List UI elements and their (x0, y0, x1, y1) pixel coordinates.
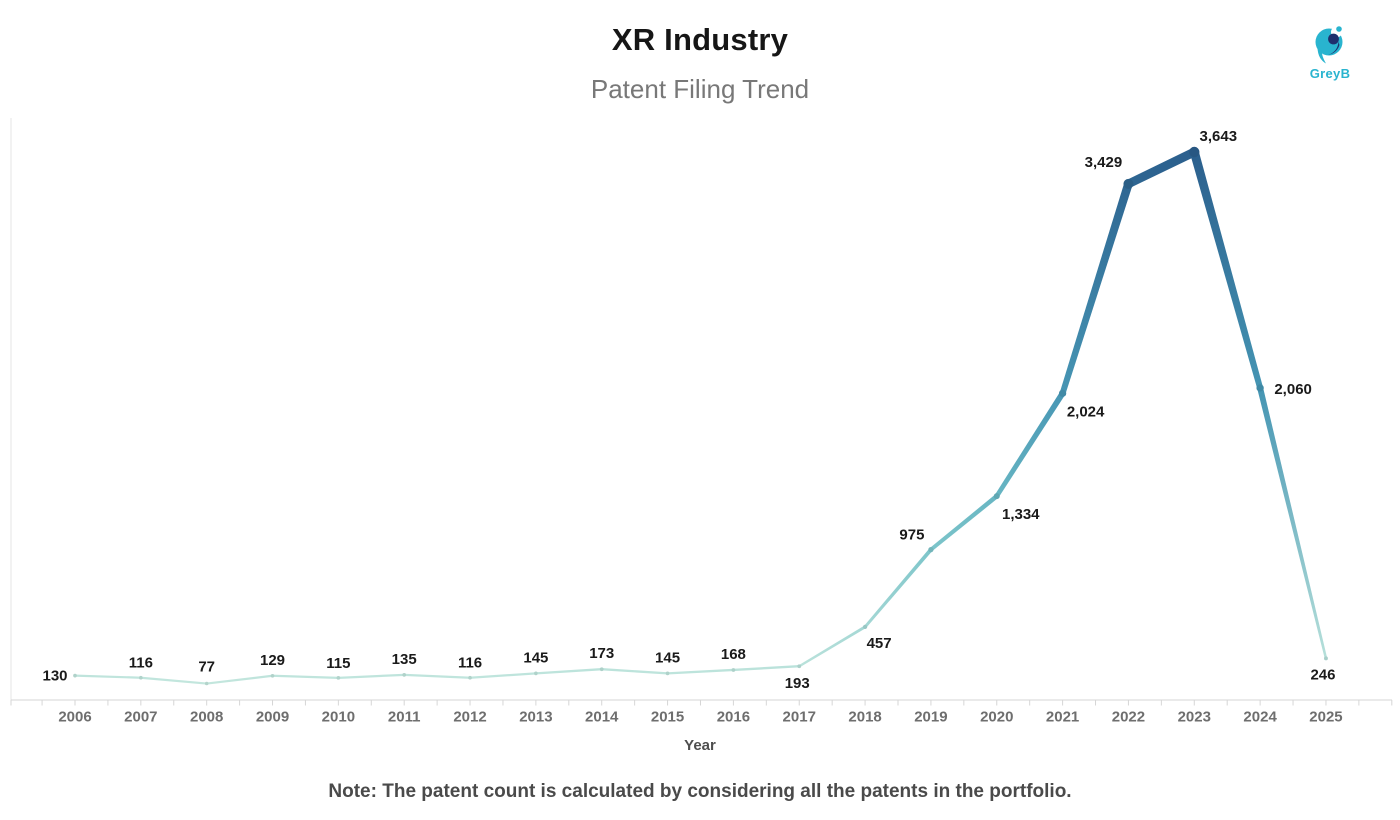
greyb-logo: GreyB (1300, 22, 1360, 81)
x-tick-label: 2006 (58, 709, 91, 726)
data-point-marker (1189, 146, 1200, 158)
data-point-label: 173 (589, 645, 614, 662)
data-point-marker (993, 493, 1000, 500)
data-point-label: 246 (1310, 666, 1335, 683)
data-point-marker (1123, 178, 1134, 189)
data-point-marker (73, 673, 77, 678)
x-tick-label: 2008 (190, 709, 223, 726)
trend-line-segment (1257, 387, 1328, 659)
trend-line-segment (929, 494, 999, 552)
data-point-marker (928, 547, 934, 553)
data-point-label: 2,060 (1274, 381, 1312, 398)
footnote: Note: The patent count is calculated by … (328, 781, 1072, 802)
data-point-label: 130 (42, 668, 67, 685)
x-tick-label: 2014 (585, 709, 619, 726)
x-tick-label: 2016 (717, 709, 750, 726)
patent-trend-chart: 2006 2007 2008 2009 2010 2011 2012 2013 2014 2015… (10, 118, 1393, 726)
x-tick-label: 2021 (1046, 709, 1079, 726)
trend-line-segment (535, 668, 602, 675)
trend-line-segment (863, 548, 933, 628)
x-tick-label: 2025 (1309, 709, 1342, 726)
data-point-marker (1058, 389, 1067, 397)
data-point-label: 116 (458, 655, 482, 672)
data-point-marker (797, 664, 802, 669)
data-point-marker (402, 673, 407, 677)
data-point-label: 457 (867, 635, 892, 652)
data-point-label: 135 (392, 651, 417, 668)
data-point-label: 3,643 (1200, 128, 1238, 145)
data-point-label: 975 (899, 527, 924, 544)
data-point-label: 116 (129, 655, 153, 672)
x-tick-label: 2007 (124, 709, 157, 726)
data-point-label: 115 (326, 655, 350, 672)
trend-line-segment (667, 668, 734, 675)
data-point-marker (270, 673, 275, 678)
trend-line-segment (994, 391, 1066, 498)
x-tick-label: 2017 (783, 709, 816, 726)
data-point-marker (468, 675, 472, 680)
data-point-marker (139, 675, 143, 680)
trend-line-segment (1059, 182, 1133, 395)
x-tick-label: 2011 (388, 709, 421, 726)
x-tick-label: 2015 (651, 709, 684, 726)
x-tick-label: 2009 (256, 709, 289, 726)
trend-line-segment (1189, 150, 1263, 389)
data-point-label: 145 (523, 649, 548, 666)
trend-line-segment (272, 674, 339, 679)
data-point-label: 168 (721, 646, 746, 663)
data-point-label: 129 (260, 652, 285, 669)
data-point-label: 2,024 (1067, 403, 1105, 420)
data-point-label: 77 (198, 659, 215, 676)
trend-line-segment (798, 625, 866, 668)
data-point-label: 1,334 (1002, 506, 1040, 523)
x-tick-label: 2013 (519, 709, 552, 726)
chart-title: XR Industry (611, 22, 789, 57)
trend-line-segment (404, 673, 471, 679)
x-tick-label: 2018 (848, 709, 881, 726)
x-tick-label: 2023 (1178, 709, 1211, 726)
data-point-label: 193 (785, 675, 810, 692)
data-point-marker (534, 671, 538, 676)
chart-subtitle: Patent Filing Trend (590, 74, 810, 104)
x-tick-label: 2010 (322, 709, 355, 726)
data-point-label: 3,429 (1085, 154, 1123, 171)
x-tick-label: 2019 (914, 709, 947, 726)
greyb-logo-text: GreyB (1309, 66, 1351, 81)
data-point-marker (665, 671, 670, 676)
trend-line-segment (338, 673, 405, 679)
data-point-marker (599, 667, 604, 672)
trend-line-segment (1126, 147, 1197, 188)
x-tick-label: 2024 (1243, 709, 1277, 726)
x-axis-title: Year (684, 737, 716, 754)
x-tick-label: 2020 (980, 709, 1013, 726)
trend-line-segment (733, 665, 800, 672)
x-tick-label: 2022 (1112, 709, 1145, 726)
x-tick-label: 2012 (453, 709, 486, 726)
data-point-marker (862, 624, 868, 630)
trend-line-segment (469, 672, 536, 679)
trend-line-segment (206, 674, 273, 685)
data-point-marker (1256, 384, 1264, 392)
data-point-marker (204, 681, 209, 686)
data-point-marker (336, 676, 341, 680)
data-point-marker (1324, 656, 1328, 661)
data-point-marker (731, 668, 736, 672)
trend-line-segment (601, 668, 668, 675)
data-point-label: 145 (655, 649, 680, 666)
trend-line-segment (140, 676, 207, 685)
greyb-logo-icon (1315, 26, 1343, 64)
trend-line-segment (74, 674, 141, 679)
